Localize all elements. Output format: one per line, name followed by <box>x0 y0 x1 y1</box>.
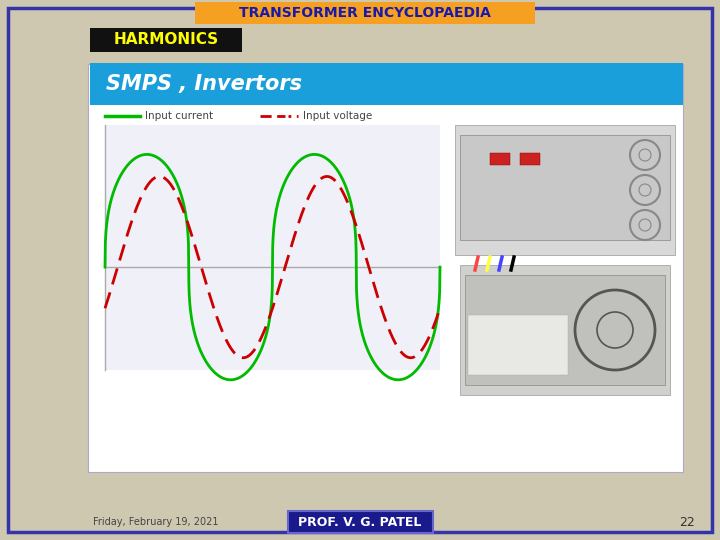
FancyBboxPatch shape <box>460 135 670 240</box>
Text: HARMONICS: HARMONICS <box>114 32 219 48</box>
FancyBboxPatch shape <box>88 64 683 472</box>
FancyBboxPatch shape <box>90 28 242 52</box>
FancyBboxPatch shape <box>455 125 675 255</box>
Text: Friday, February 19, 2021: Friday, February 19, 2021 <box>93 517 218 527</box>
FancyBboxPatch shape <box>105 125 440 370</box>
FancyBboxPatch shape <box>490 153 510 165</box>
Text: Input voltage: Input voltage <box>303 111 372 121</box>
FancyBboxPatch shape <box>465 275 665 385</box>
Text: 22: 22 <box>679 516 695 529</box>
FancyBboxPatch shape <box>460 265 670 395</box>
Text: Input current: Input current <box>145 111 213 121</box>
FancyBboxPatch shape <box>468 315 568 375</box>
FancyBboxPatch shape <box>195 2 535 24</box>
FancyBboxPatch shape <box>90 63 683 105</box>
Text: PROF. V. G. PATEL: PROF. V. G. PATEL <box>298 516 422 529</box>
FancyBboxPatch shape <box>288 511 433 533</box>
FancyBboxPatch shape <box>520 153 540 165</box>
Text: TRANSFORMER ENCYCLOPAEDIA: TRANSFORMER ENCYCLOPAEDIA <box>239 6 491 20</box>
Text: SMPS , Invertors: SMPS , Invertors <box>106 74 302 94</box>
